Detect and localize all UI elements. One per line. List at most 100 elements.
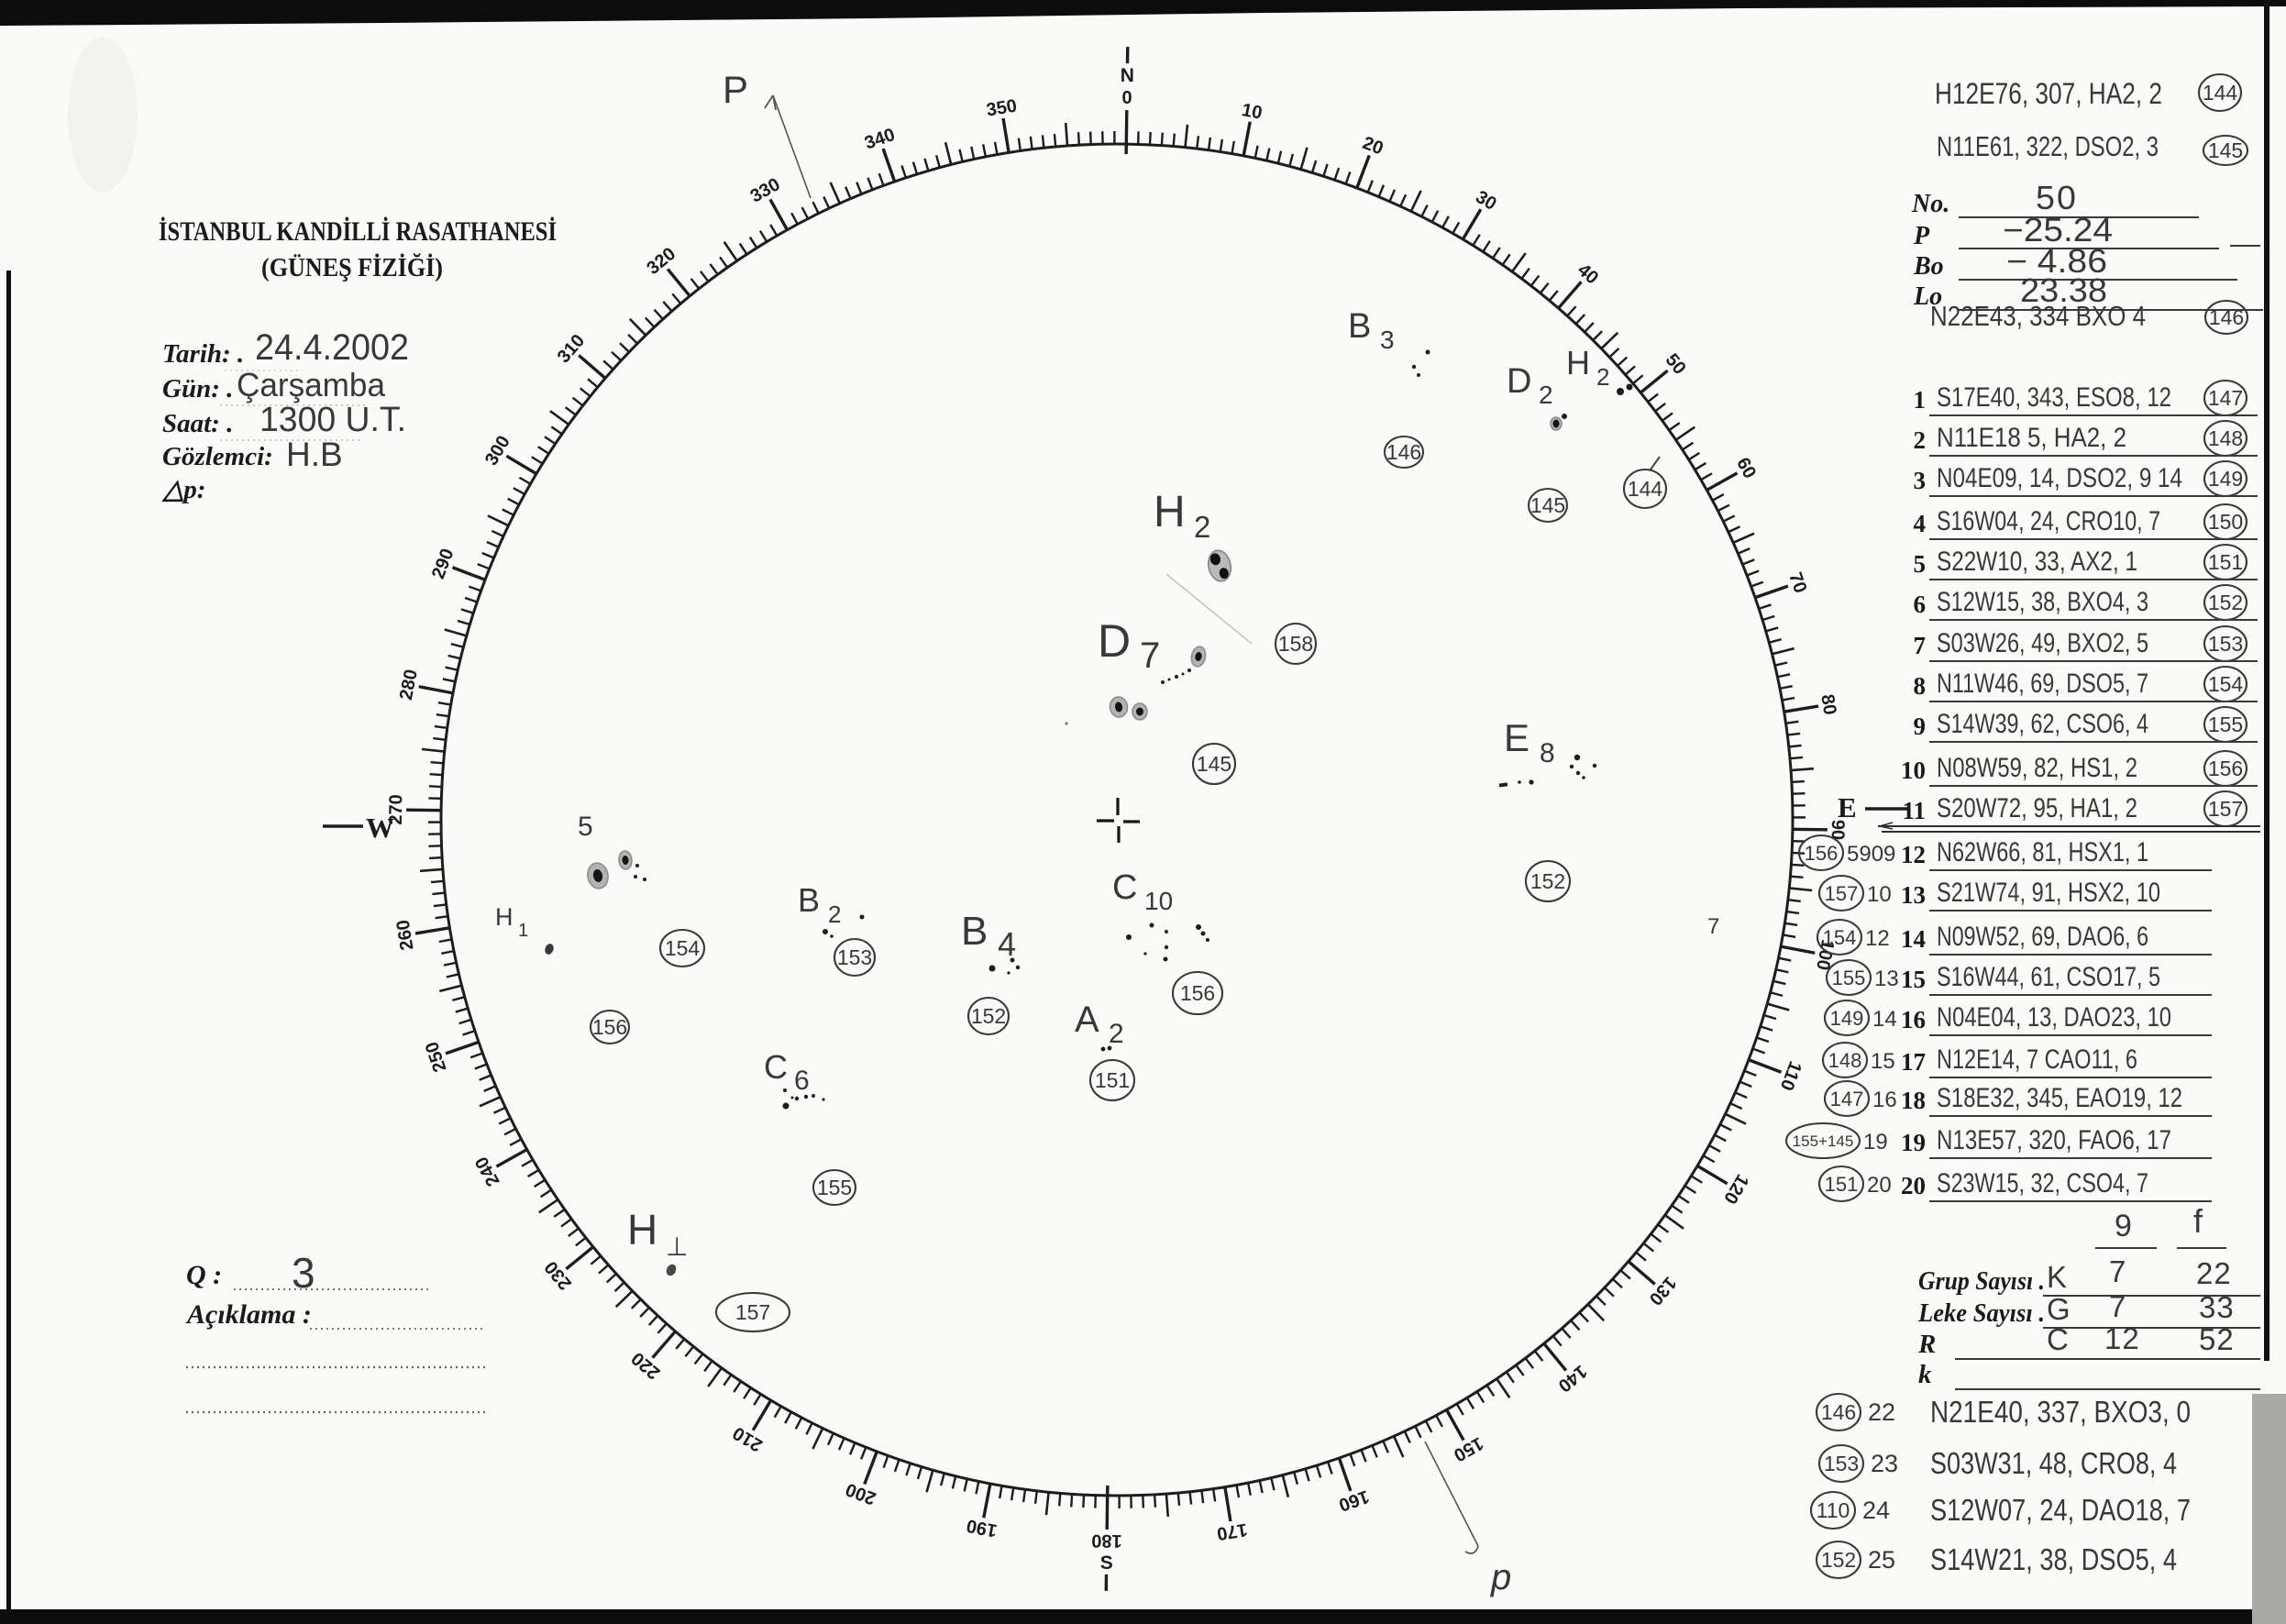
svg-text:A: A	[1075, 1000, 1099, 1040]
svg-text:11: 11	[1902, 797, 1926, 824]
svg-text:4: 4	[1914, 510, 1927, 537]
svg-text:N08W59, 82, HS1, 2: N08W59, 82, HS1, 2	[1937, 753, 2137, 783]
svg-text:2: 2	[1109, 1019, 1124, 1049]
svg-text:13: 13	[1874, 967, 1899, 991]
svg-text:145: 145	[2208, 138, 2243, 162]
svg-text:H: H	[495, 903, 514, 931]
svg-text:154: 154	[1823, 926, 1857, 949]
svg-text:23: 23	[1871, 1450, 1898, 1477]
svg-text:14: 14	[1872, 1007, 1897, 1032]
svg-text:1: 1	[518, 921, 528, 941]
svg-text:7: 7	[1914, 632, 1927, 659]
svg-text:S16W04, 24, CRO10, 7: S16W04, 24, CRO10, 7	[1937, 506, 2160, 536]
svg-text:5909: 5909	[1847, 842, 1895, 867]
svg-text:Leke Sayısı .: Leke Sayısı .	[1917, 1298, 2045, 1328]
svg-text:154: 154	[2208, 672, 2244, 696]
svg-text:S21W74, 91, HSX2, 10: S21W74, 91, HSX2, 10	[1937, 878, 2160, 908]
svg-text:25: 25	[1868, 1546, 1895, 1574]
svg-text:− 4.86: − 4.86	[2006, 242, 2107, 280]
svg-text:B: B	[1348, 307, 1371, 346]
svg-text:İSTANBUL KANDİLLİ RASATHANES: İSTANBUL KANDİLLİ RASATHANESİ	[159, 216, 557, 247]
svg-text:S14W39, 62, CSO6, 4: S14W39, 62, CSO6, 4	[1937, 709, 2148, 739]
svg-text:153: 153	[1824, 1452, 1859, 1475]
svg-text:157: 157	[1825, 882, 1859, 905]
svg-text:12: 12	[1865, 926, 1890, 951]
svg-text:S23W15, 32, CSO4, 7: S23W15, 32, CSO4, 7	[1937, 1168, 2148, 1199]
svg-text:Gün: .: Gün: .	[162, 374, 233, 403]
svg-text:E: E	[1838, 791, 1857, 823]
svg-text:K: K	[2047, 1260, 2068, 1294]
svg-text:0: 0	[1121, 88, 1132, 108]
svg-text:3: 3	[1380, 326, 1395, 354]
svg-text:N04E09, 14, DSO2, 9 14: N04E09, 14, DSO2, 9 14	[1937, 463, 2182, 493]
svg-text:350: 350	[985, 96, 1018, 121]
svg-text:50: 50	[2036, 179, 2078, 216]
svg-text:155+145: 155+145	[1793, 1132, 1854, 1150]
svg-text:C: C	[2047, 1322, 2070, 1356]
svg-text:7: 7	[1140, 635, 1160, 676]
svg-text:6: 6	[1914, 591, 1927, 618]
svg-text:10: 10	[1240, 100, 1264, 124]
svg-text:−25.24: −25.24	[2003, 211, 2113, 249]
svg-text:147: 147	[1830, 1088, 1864, 1110]
svg-text:22: 22	[1868, 1398, 1895, 1426]
svg-text:19: 19	[1863, 1130, 1888, 1154]
svg-text:Bo: Bo	[1913, 252, 1944, 281]
svg-text:S17E40, 343, ESO8, 12: S17E40, 343, ESO8, 12	[1937, 382, 2171, 413]
svg-text:151: 151	[1095, 1068, 1130, 1092]
svg-text:S18E32, 345, EAO19, 12: S18E32, 345, EAO19, 12	[1937, 1083, 2182, 1113]
svg-text:149: 149	[1830, 1007, 1864, 1030]
svg-text:156: 156	[1180, 981, 1215, 1005]
svg-text:H: H	[1154, 488, 1186, 536]
svg-text:B: B	[798, 881, 820, 919]
svg-text:1: 1	[1914, 386, 1927, 414]
svg-text:9: 9	[1914, 713, 1927, 740]
svg-text:S22W10, 33, AX2, 1: S22W10, 33, AX2, 1	[1937, 547, 2137, 577]
svg-text:(GÜNEŞ FİZİĞİ): (GÜNEŞ FİZİĞİ)	[261, 254, 443, 282]
svg-text:E: E	[1504, 716, 1530, 759]
svg-text:147: 147	[2208, 386, 2243, 410]
svg-text:H: H	[627, 1206, 657, 1254]
svg-text:10: 10	[1901, 757, 1926, 784]
svg-text:146: 146	[1821, 1400, 1856, 1424]
svg-text:158: 158	[1278, 632, 1313, 656]
svg-text:W: W	[366, 812, 394, 844]
svg-text:17: 17	[1901, 1048, 1926, 1076]
svg-text:170: 170	[1215, 1519, 1248, 1543]
svg-text:2: 2	[1596, 363, 1609, 391]
svg-text:16: 16	[1872, 1088, 1897, 1112]
svg-text:146: 146	[2209, 305, 2244, 329]
svg-text:2: 2	[1194, 510, 1210, 544]
svg-text:5: 5	[578, 812, 593, 842]
svg-text:15: 15	[1901, 966, 1926, 993]
svg-text:145: 145	[1197, 752, 1231, 776]
svg-text:N09W52, 69, DAO6, 6: N09W52, 69, DAO6, 6	[1937, 922, 2148, 952]
svg-text:14: 14	[1901, 925, 1926, 953]
svg-text:N11E18 5, HA2, 2: N11E18 5, HA2, 2	[1937, 423, 2126, 453]
svg-text:24.4.2002: 24.4.2002	[255, 327, 409, 368]
svg-text:152: 152	[971, 1004, 1006, 1028]
svg-text:20: 20	[1901, 1172, 1926, 1199]
svg-text:154: 154	[665, 936, 701, 960]
svg-text:N13E57, 320, FAO6, 17: N13E57, 320, FAO6, 17	[1937, 1125, 2171, 1155]
svg-text:6: 6	[794, 1066, 810, 1096]
svg-text:N11E61, 322, DSO2, 3: N11E61, 322, DSO2, 3	[1937, 130, 2159, 162]
svg-text:H12E76, 307, HA2, 2: H12E76, 307, HA2, 2	[1935, 77, 2162, 110]
svg-text:145: 145	[1530, 493, 1565, 517]
svg-text:S03W26, 49, BXO2, 5: S03W26, 49, BXO2, 5	[1937, 628, 2148, 658]
svg-text:152: 152	[1821, 1548, 1856, 1572]
svg-text:10: 10	[1144, 887, 1173, 915]
svg-text:18: 18	[1901, 1087, 1926, 1114]
svg-text:G: G	[2047, 1292, 2071, 1326]
svg-text:P: P	[723, 68, 748, 111]
svg-text:R: R	[1917, 1330, 1936, 1359]
svg-text:13: 13	[1901, 881, 1926, 909]
svg-text:16: 16	[1901, 1006, 1926, 1033]
svg-text:2: 2	[1539, 381, 1553, 409]
svg-text:⊥: ⊥	[666, 1232, 688, 1261]
svg-text:S14W21, 38, DSO5, 4: S14W21, 38, DSO5, 4	[1930, 1542, 2177, 1576]
svg-text:N62W66, 81, HSX1, 1: N62W66, 81, HSX1, 1	[1937, 837, 2148, 867]
svg-text:Tarih: .: Tarih: .	[162, 339, 244, 369]
svg-text:153: 153	[2208, 632, 2243, 656]
svg-text:22: 22	[2196, 1256, 2232, 1290]
